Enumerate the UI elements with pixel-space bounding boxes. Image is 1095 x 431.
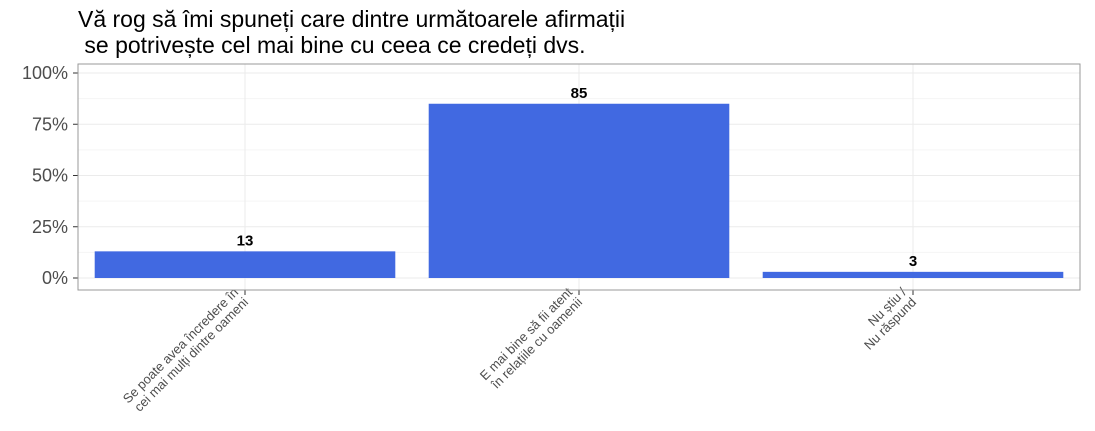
data-label: 85 [571,85,588,102]
x-axis: Se poate avea încredere încei mai mulți … [120,284,919,416]
chart-title-line-2: se potrivește cel mai bine cu ceea ce cr… [78,32,586,58]
bar [428,103,730,278]
y-tick-label: 25% [32,217,68,237]
y-tick-label: 75% [32,114,68,134]
x-tick-label-line: E mai bine să fii atent [477,284,576,383]
data-labels: 13 85 3 [237,85,918,270]
x-tick-label-line: în relațiile cu oamenii [487,294,585,392]
data-label: 13 [237,232,254,249]
y-axis: 0% 25% 50% 75% 100% [22,63,78,288]
chart-title: Vă rog să îmi spuneți care dintre următo… [78,6,978,58]
data-label: 3 [909,253,917,270]
x-tick-label-line: cei mai mulți dintre oameni [131,294,251,414]
plot-panel-border [77,63,1081,291]
x-tick-label: Nu știu /Nu răspund [851,284,919,352]
y-tick-label: 50% [32,166,68,186]
y-tick-label: 100% [22,63,68,83]
x-tick-label: Se poate avea încredere încei mai mulți … [120,285,251,416]
bars [94,103,1064,278]
x-tick-label: E mai bine să fii atentîn relațiile cu o… [477,284,586,393]
x-tick-label-line: Se poate avea încredere în [120,285,242,407]
y-tick-label: 0% [42,268,68,288]
bar [762,271,1064,278]
bar [94,251,396,278]
chart-title-line-1: Vă rog să îmi spuneți care dintre următo… [78,6,626,32]
